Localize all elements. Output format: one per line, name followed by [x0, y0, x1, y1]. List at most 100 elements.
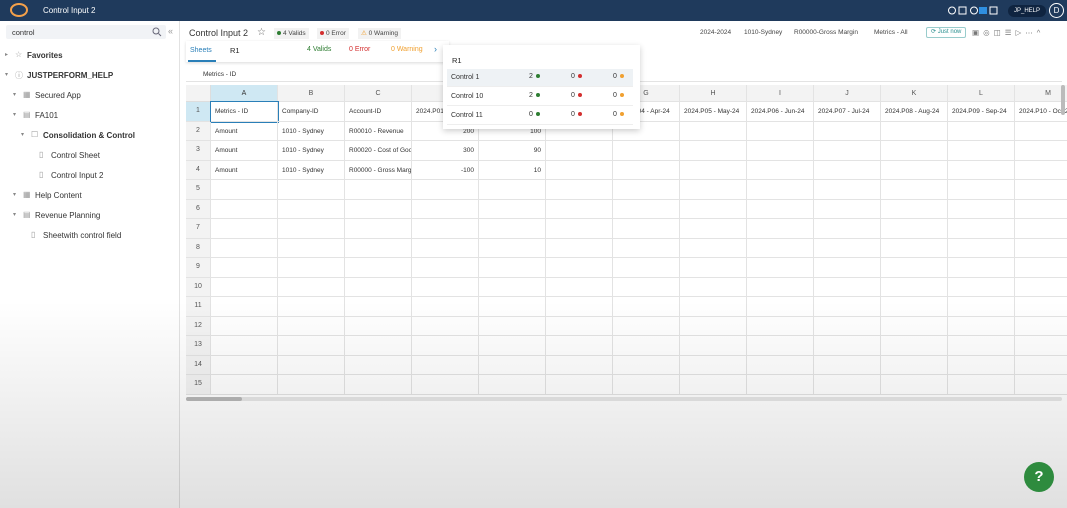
column-header[interactable]: C	[345, 85, 412, 102]
cell[interactable]	[546, 160, 613, 180]
cell[interactable]	[680, 336, 747, 356]
cell[interactable]	[345, 277, 412, 297]
cell[interactable]	[479, 219, 546, 239]
cell[interactable]	[881, 336, 948, 356]
cell[interactable]	[613, 336, 680, 356]
cell[interactable]	[747, 277, 814, 297]
row-number[interactable]: 9	[186, 258, 211, 278]
cell[interactable]	[412, 277, 479, 297]
cell[interactable]: 2024.P09 - Sep-24	[948, 102, 1015, 122]
row-number[interactable]: 5	[186, 180, 211, 200]
tree-item[interactable]: Favorites	[27, 51, 63, 60]
cell[interactable]	[345, 375, 412, 395]
cell[interactable]	[814, 180, 881, 200]
cell[interactable]	[345, 180, 412, 200]
cell[interactable]: 1010 - Sydney	[278, 121, 345, 141]
cell[interactable]: 10	[479, 160, 546, 180]
cell[interactable]	[278, 258, 345, 278]
cell[interactable]	[747, 238, 814, 258]
cell[interactable]	[479, 355, 546, 375]
cell[interactable]	[814, 375, 881, 395]
cell[interactable]: 2024.P05 - May-24	[680, 102, 747, 122]
column-header[interactable]: I	[747, 85, 814, 102]
cell[interactable]	[747, 219, 814, 239]
cell[interactable]	[948, 297, 1015, 317]
cell[interactable]	[211, 375, 278, 395]
cell[interactable]: Metrics - ID	[210, 101, 279, 123]
row-number[interactable]: 2	[186, 121, 211, 141]
cell[interactable]	[948, 277, 1015, 297]
cell[interactable]	[278, 375, 345, 395]
cell[interactable]	[211, 219, 278, 239]
warnings-badge[interactable]: ⚠ 0 Warning	[358, 28, 402, 39]
cell[interactable]	[747, 121, 814, 141]
cell[interactable]	[1015, 219, 1067, 239]
cell[interactable]	[747, 316, 814, 336]
cell[interactable]	[479, 199, 546, 219]
cell[interactable]: 2024.P07 - Jul-24	[814, 102, 881, 122]
cell[interactable]: Amount	[211, 121, 278, 141]
cell[interactable]	[948, 336, 1015, 356]
cell[interactable]	[546, 180, 613, 200]
tree-item[interactable]: Revenue Planning	[35, 211, 101, 220]
cell[interactable]	[948, 219, 1015, 239]
tree-item[interactable]: Help Content	[35, 191, 82, 200]
cell[interactable]	[412, 316, 479, 336]
cell[interactable]	[412, 336, 479, 356]
cell[interactable]	[881, 238, 948, 258]
cell[interactable]	[1015, 200, 1067, 219]
cell[interactable]: 100	[479, 121, 546, 141]
filter[interactable]: 2024-2024	[700, 29, 732, 36]
cell[interactable]	[345, 316, 412, 336]
cell[interactable]	[546, 238, 613, 258]
cell[interactable]	[613, 238, 680, 258]
cell[interactable]: 2024.P10 - Oct-24	[1015, 102, 1067, 122]
cell[interactable]	[881, 316, 948, 336]
cell[interactable]	[881, 199, 948, 219]
cell[interactable]	[278, 180, 345, 200]
cell[interactable]	[345, 297, 412, 317]
corner-cell[interactable]	[186, 85, 211, 102]
cell[interactable]	[278, 277, 345, 297]
cell[interactable]	[412, 355, 479, 375]
row-number[interactable]: 11	[186, 297, 211, 317]
cell[interactable]	[814, 121, 881, 141]
tree-toggle[interactable]: ▾	[13, 192, 17, 198]
cell[interactable]	[814, 316, 881, 336]
filter[interactable]: 1010-Sydney	[744, 29, 783, 36]
cell[interactable]	[211, 355, 278, 375]
popup-row[interactable]: Control 1 2 0 0	[447, 69, 633, 87]
tab-errors[interactable]: 0 Error	[349, 46, 371, 53]
cell[interactable]: Amount	[211, 141, 278, 161]
cell[interactable]	[680, 141, 747, 161]
row-number[interactable]: 4	[186, 160, 211, 180]
cell[interactable]	[479, 258, 546, 278]
cell[interactable]	[211, 336, 278, 356]
cell[interactable]	[1015, 239, 1067, 258]
cell[interactable]	[613, 160, 680, 180]
cell[interactable]	[814, 141, 881, 161]
cell[interactable]	[345, 258, 412, 278]
cell[interactable]	[1015, 278, 1067, 297]
cell[interactable]	[613, 199, 680, 219]
cell[interactable]	[814, 258, 881, 278]
cell[interactable]	[680, 238, 747, 258]
cell[interactable]: 2024.P06 - Jun-24	[747, 102, 814, 122]
cell[interactable]	[613, 277, 680, 297]
cell[interactable]	[747, 375, 814, 395]
cell[interactable]	[546, 121, 613, 141]
cell[interactable]	[747, 160, 814, 180]
cell[interactable]	[546, 219, 613, 239]
cell[interactable]: R00010 - Revenue	[345, 121, 412, 141]
cell[interactable]	[680, 121, 747, 141]
cell[interactable]	[881, 355, 948, 375]
tree-item[interactable]: Control Sheet	[51, 151, 100, 160]
column-header[interactable]: J	[814, 85, 881, 102]
cell[interactable]	[1015, 141, 1067, 161]
cell[interactable]	[211, 277, 278, 297]
header-icons[interactable]: ▣◎◫☰▷⋯^	[972, 28, 1045, 37]
cell[interactable]	[680, 355, 747, 375]
row-number[interactable]: 3	[186, 141, 211, 161]
cell[interactable]	[211, 180, 278, 200]
cell[interactable]	[613, 316, 680, 336]
